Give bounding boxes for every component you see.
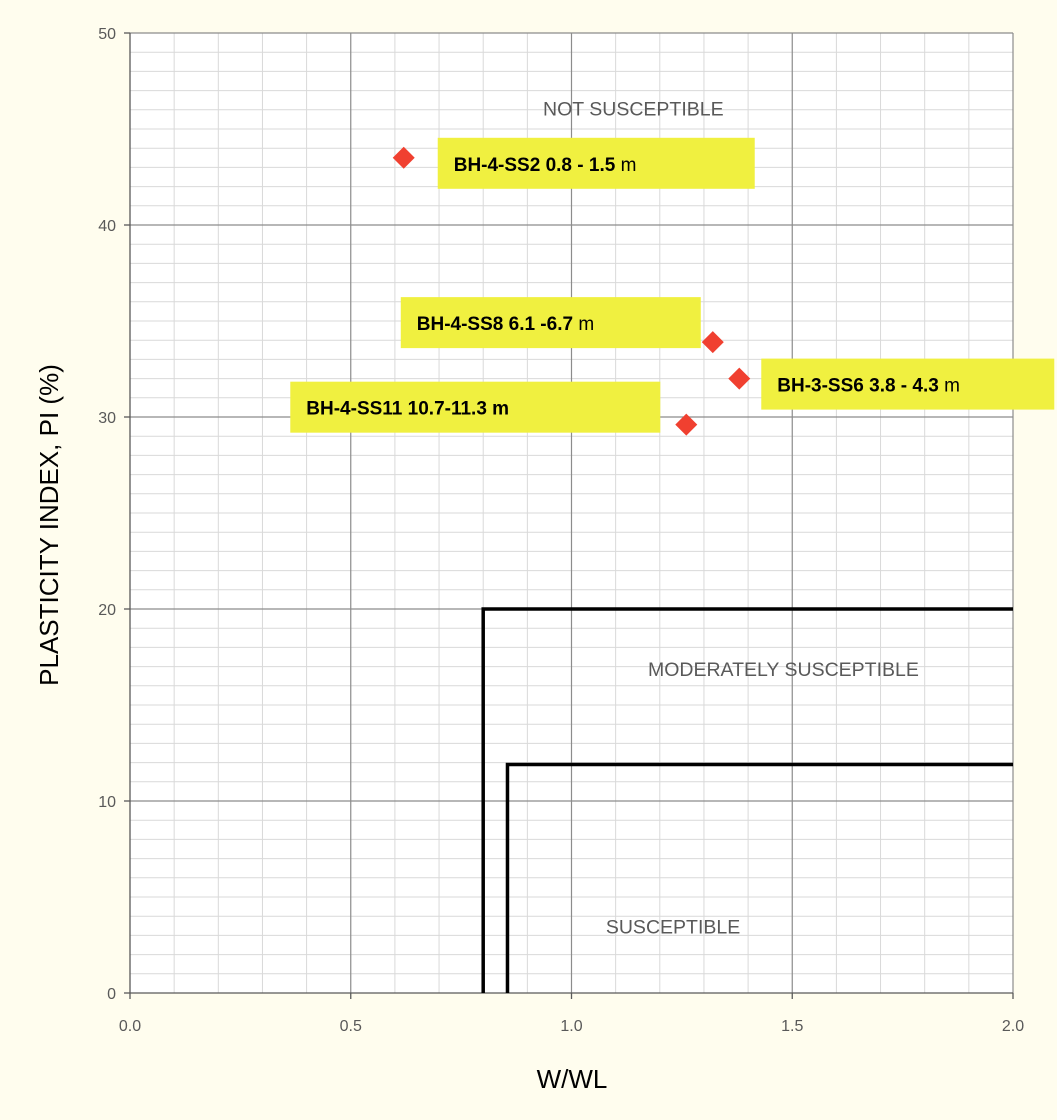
point-label: BH-4-SS11 10.7-11.3 m [306, 399, 509, 420]
data-point [728, 367, 751, 390]
boundary-line [481, 607, 1013, 993]
point-label: BH-3-SS6 3.8 - 4.3 m [777, 376, 960, 397]
point-labels: BH-4-SS2 0.8 - 1.5 m BH-4-SS8 6.1 -6.7 m B… [290, 137, 1055, 433]
y-tick-label: 50 [98, 26, 116, 43]
y-tick-label: 10 [98, 794, 116, 811]
point-label: BH-4-SS2 0.8 - 1.5 m [454, 155, 637, 176]
y-tick-label: 40 [98, 218, 116, 235]
point-label-box [400, 297, 701, 349]
point-label-box [437, 137, 755, 189]
region-label: MODERATELY SUSCEPTIBLE [648, 659, 919, 681]
boundary-lines [481, 607, 1013, 993]
point-label: BH-4-SS8 6.1 -6.7 m [417, 314, 594, 335]
region-label: SUSCEPTIBLE [606, 916, 740, 938]
data-point [392, 146, 415, 169]
plot-area: NOT SUSCEPTIBLE MODERATELY SUSCEPTIBLE SUS… [124, 32, 1055, 999]
x-tick-label: 0.0 [119, 1018, 141, 1035]
y-axis-title: PLASTICITY INDEX, PI (%) [34, 364, 64, 686]
tick-labels: 0.0 0.5 1.0 1.5 2.0 0 10 20 30 40 50 [98, 26, 1024, 1035]
x-tick-label: 1.5 [781, 1018, 803, 1035]
x-tick-label: 0.5 [340, 1018, 362, 1035]
x-axis-title: W/WL [537, 1064, 608, 1094]
region-label: NOT SUSCEPTIBLE [543, 99, 724, 121]
point-label-box [290, 381, 661, 433]
axes [124, 32, 1014, 999]
x-tick-label: 1.0 [560, 1018, 582, 1035]
boundary-line [505, 762, 1013, 993]
data-point [675, 413, 698, 436]
data-point [701, 331, 724, 354]
data-points [392, 146, 751, 436]
y-tick-label: 0 [107, 986, 116, 1003]
y-tick-label: 30 [98, 410, 116, 427]
x-tick-label: 2.0 [1002, 1018, 1024, 1035]
y-tick-label: 20 [98, 602, 116, 619]
region-labels: NOT SUSCEPTIBLE MODERATELY SUSCEPTIBLE SUS… [543, 99, 919, 939]
point-label-box [761, 358, 1055, 410]
